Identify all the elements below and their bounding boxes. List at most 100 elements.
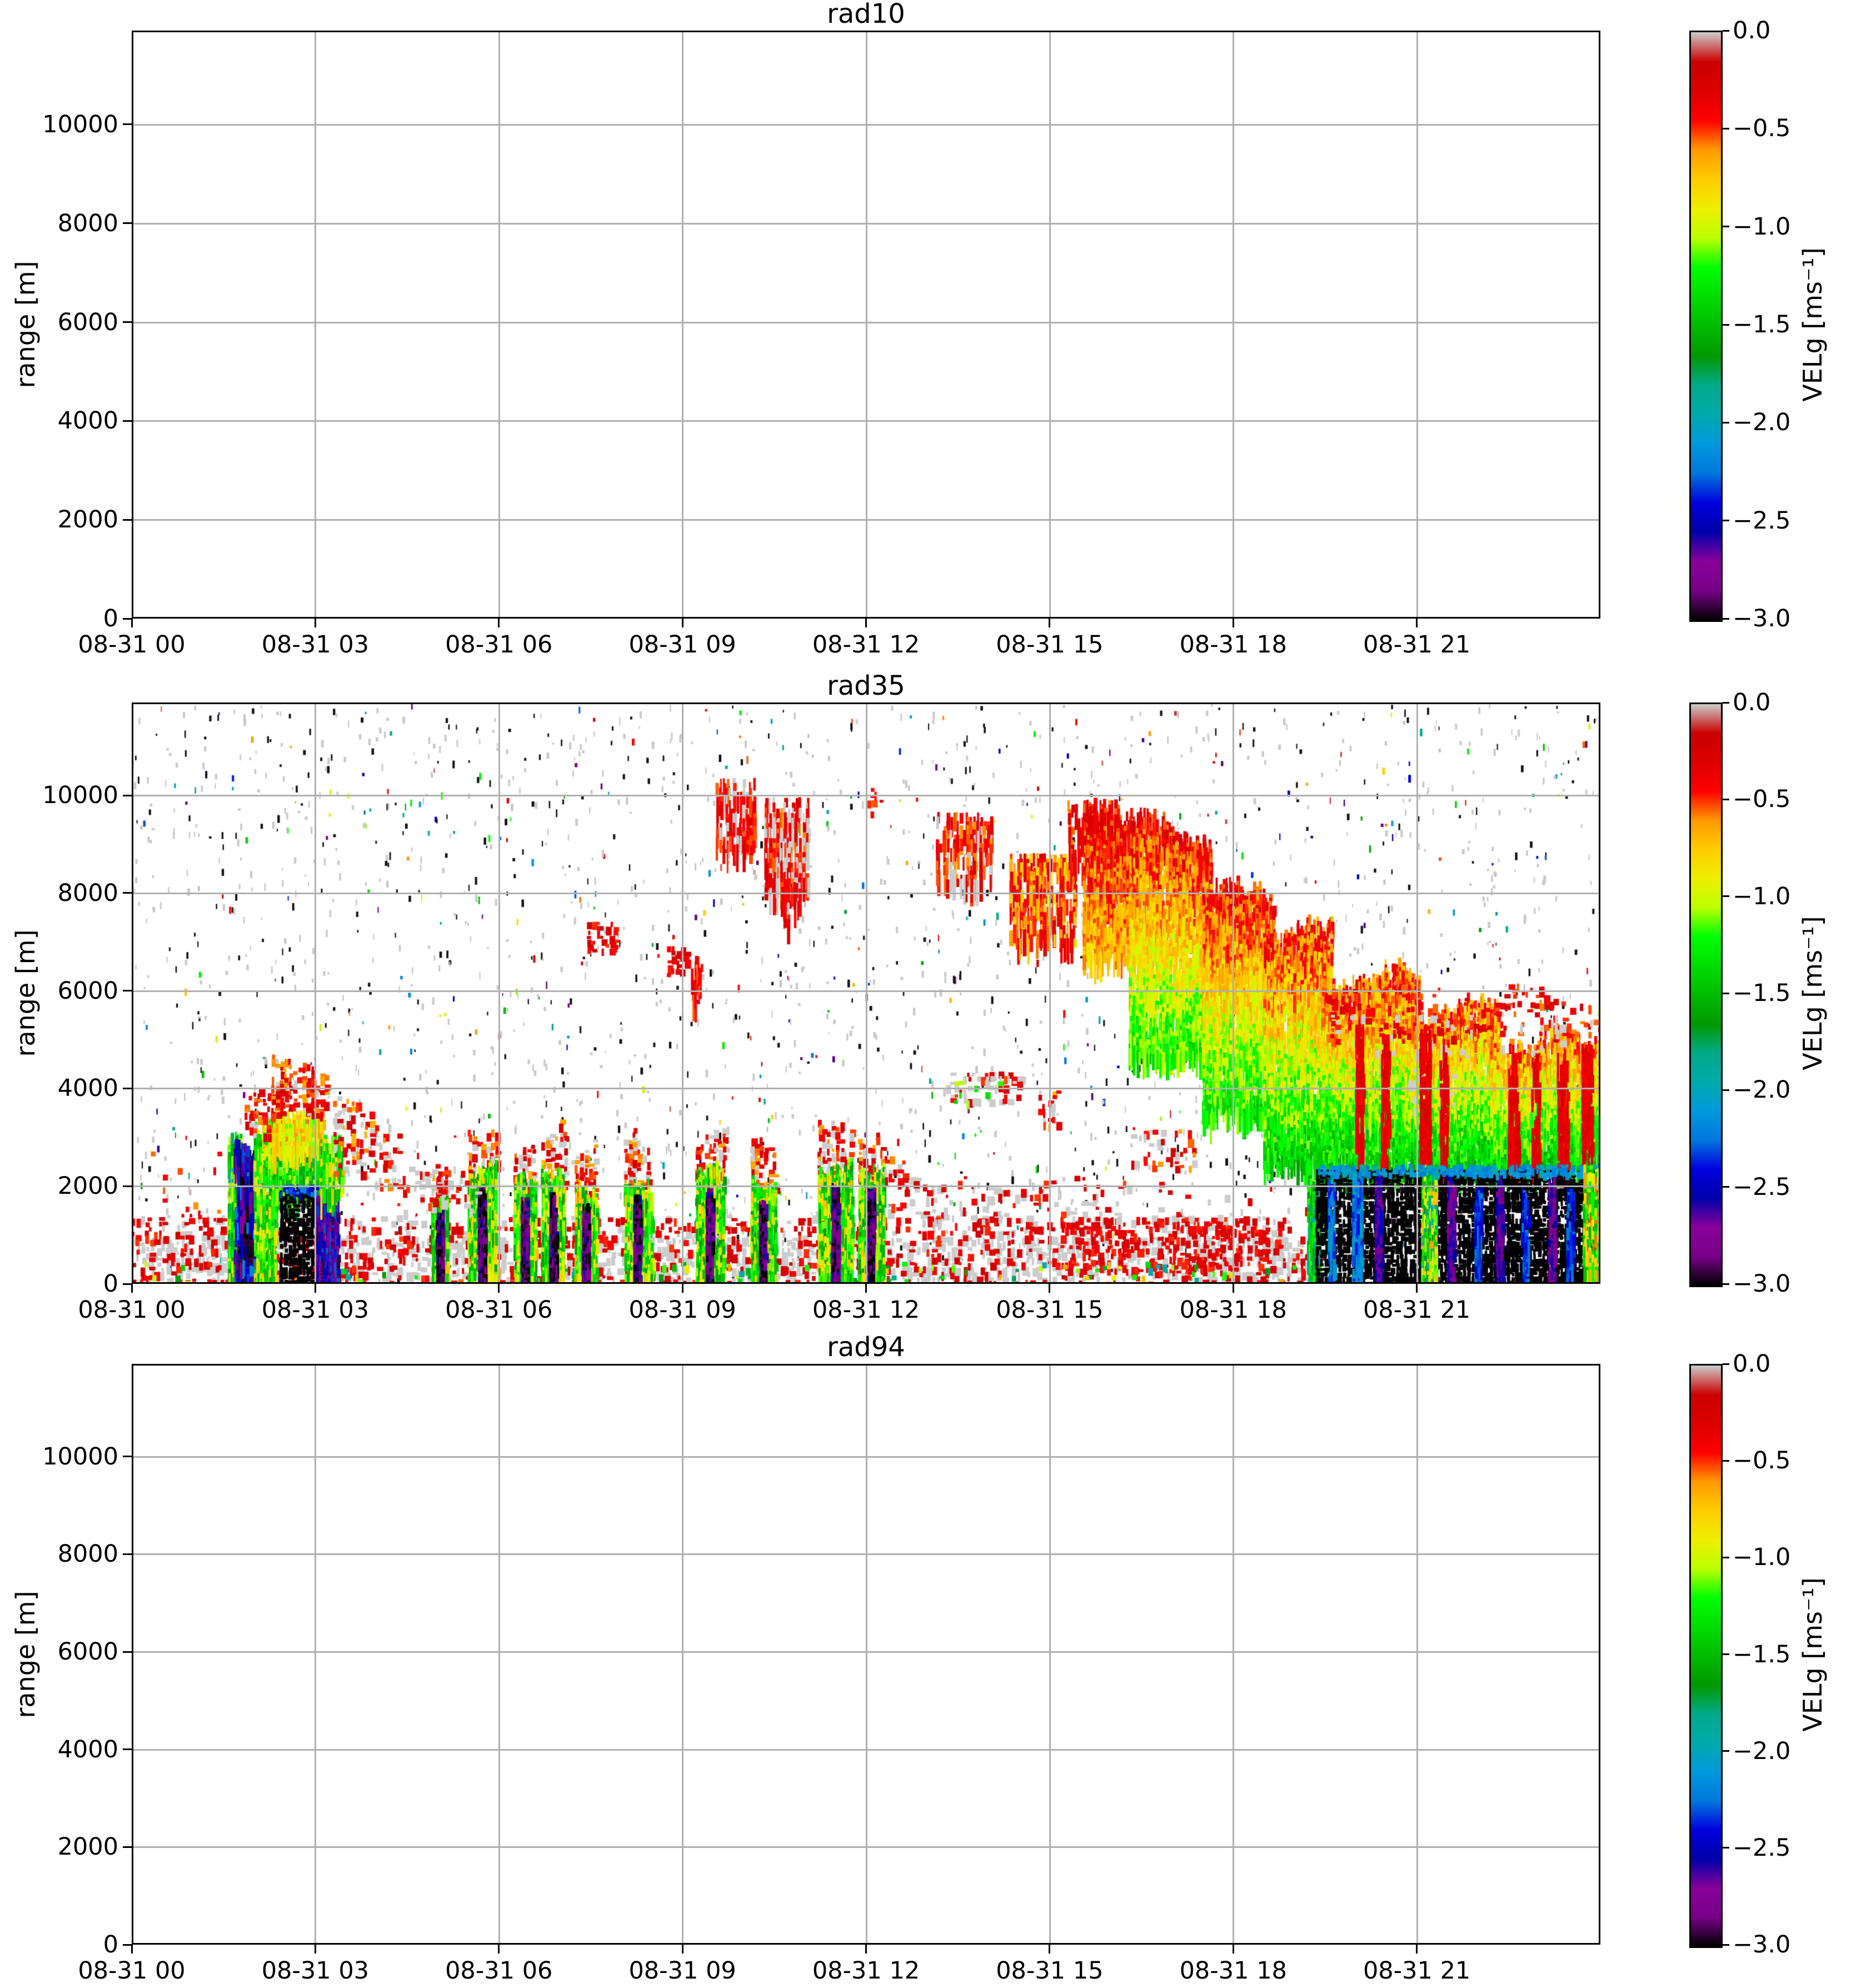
gridline-x — [1233, 31, 1235, 619]
x-tick-label: 08-31 18 — [1179, 631, 1287, 659]
x-tick-label: 08-31 03 — [261, 1296, 370, 1324]
x-tick-label: 08-31 06 — [445, 631, 553, 659]
y-tick-mark — [123, 519, 132, 521]
y-tick-label: 6000 — [57, 976, 118, 1005]
gridline-x — [865, 31, 867, 619]
colorbar-tick-label: −2.0 — [1733, 408, 1791, 437]
colorbar-tick-mark — [1723, 1847, 1729, 1849]
y-tick-label: 2000 — [57, 1172, 118, 1200]
plot-area-rad94 — [132, 1364, 1600, 1945]
gridline-x — [865, 702, 867, 1284]
x-tick-label: 08-31 21 — [1363, 1296, 1471, 1324]
x-tick-mark — [1416, 1945, 1418, 1954]
x-tick-mark — [865, 1284, 867, 1293]
y-tick-mark — [123, 1944, 132, 1946]
colorbar-tick-mark — [1723, 701, 1729, 704]
gridline-x — [315, 31, 317, 619]
colorbar-label-rad94: VELg [ms⁻¹] — [1798, 1577, 1828, 1732]
y-tick-label: 6000 — [57, 1638, 118, 1666]
x-tick-label: 08-31 15 — [996, 631, 1104, 659]
y-tick-mark — [123, 1651, 132, 1653]
gridline-y — [132, 321, 1600, 323]
x-tick-mark — [498, 1284, 500, 1293]
x-tick-mark — [681, 1284, 683, 1293]
colorbar-tick-mark — [1723, 1944, 1729, 1946]
colorbar-tick-mark — [1723, 1089, 1729, 1091]
colorbar-tick-mark — [1723, 798, 1729, 800]
gridline-x — [865, 1364, 867, 1945]
colorbar-tick-label: −3.0 — [1733, 1270, 1791, 1298]
x-tick-mark — [131, 1284, 133, 1293]
y-tick-label: 8000 — [57, 209, 118, 237]
x-tick-mark — [1049, 1284, 1051, 1293]
gridline-x — [315, 1364, 317, 1945]
gridline-y — [132, 1456, 1600, 1458]
colorbar-label-rad35: VELg [ms⁻¹] — [1798, 916, 1828, 1070]
gridline-x — [498, 31, 500, 619]
x-tick-label: 08-31 03 — [261, 631, 370, 659]
gridline-x — [1233, 702, 1235, 1284]
y-tick-mark — [123, 1456, 132, 1458]
x-tick-label: 08-31 12 — [812, 1296, 920, 1324]
gridline-y — [132, 1088, 1600, 1090]
x-tick-label: 08-31 00 — [78, 1296, 186, 1324]
x-tick-mark — [1049, 619, 1051, 627]
x-tick-label: 08-31 21 — [1363, 1957, 1471, 1985]
colorbar-tick-mark — [1723, 617, 1729, 620]
gridline-x — [1416, 702, 1418, 1284]
panel-title-rad35: rad35 — [827, 670, 905, 701]
colorbar-tick-label: −2.5 — [1733, 1173, 1791, 1201]
gridline-x — [682, 31, 684, 619]
panel-title-rad10: rad10 — [827, 0, 905, 29]
y-tick-label: 8000 — [57, 1540, 118, 1568]
colorbar-tick-label: −1.0 — [1733, 1543, 1791, 1572]
colorbar-tick-label: −0.5 — [1733, 114, 1791, 143]
gridline-y — [132, 519, 1600, 521]
colorbar-tick-label: −1.0 — [1733, 212, 1791, 241]
y-tick-mark — [123, 321, 132, 323]
colorbar-tick-label: −1.5 — [1733, 311, 1791, 338]
y-tick-label: 4000 — [57, 407, 118, 435]
gridline-y — [132, 892, 1600, 894]
gridline-y — [132, 1185, 1600, 1188]
colorbar-tick-label: 0.0 — [1733, 689, 1771, 716]
y-tick-mark — [123, 794, 132, 796]
x-tick-label: 08-31 15 — [996, 1296, 1104, 1324]
colorbar-tick-label: −2.0 — [1733, 1737, 1791, 1765]
x-tick-label: 08-31 15 — [996, 1957, 1104, 1985]
gridline-x — [1049, 1364, 1051, 1945]
y-axis-label-rad10: range [m] — [11, 261, 41, 388]
x-tick-label: 08-31 12 — [812, 1957, 920, 1985]
y-tick-mark — [123, 1748, 132, 1751]
y-tick-label: 4000 — [57, 1074, 118, 1103]
y-tick-label: 6000 — [57, 308, 118, 336]
gridline-y — [132, 1748, 1600, 1751]
gridline-y — [132, 123, 1600, 126]
colorbar-tick-label: −2.5 — [1733, 506, 1791, 535]
y-tick-mark — [123, 617, 132, 620]
y-tick-mark — [123, 123, 132, 126]
y-tick-mark — [123, 420, 132, 422]
gridline-y — [132, 1846, 1600, 1849]
gridline-y — [132, 795, 1600, 796]
plot-area-rad35 — [132, 702, 1600, 1284]
y-tick-label: 10000 — [42, 1442, 118, 1471]
colorbar-tick-mark — [1723, 1556, 1729, 1558]
x-tick-label: 08-31 12 — [812, 631, 920, 659]
y-tick-mark — [123, 1553, 132, 1555]
y-tick-mark — [123, 990, 132, 992]
y-tick-label: 10000 — [42, 781, 118, 809]
colorbar-tick-label: −1.0 — [1733, 882, 1791, 910]
gridline-x — [315, 702, 317, 1284]
y-tick-label: 0 — [103, 605, 118, 632]
x-tick-label: 08-31 03 — [261, 1957, 370, 1985]
y-tick-mark — [123, 1185, 132, 1187]
y-tick-label: 2000 — [57, 506, 118, 534]
y-tick-label: 10000 — [42, 110, 118, 138]
y-tick-mark — [123, 1087, 132, 1089]
y-tick-label: 0 — [103, 1270, 118, 1298]
x-tick-mark — [131, 619, 133, 627]
x-tick-mark — [1232, 619, 1234, 627]
gridline-x — [1049, 31, 1051, 619]
